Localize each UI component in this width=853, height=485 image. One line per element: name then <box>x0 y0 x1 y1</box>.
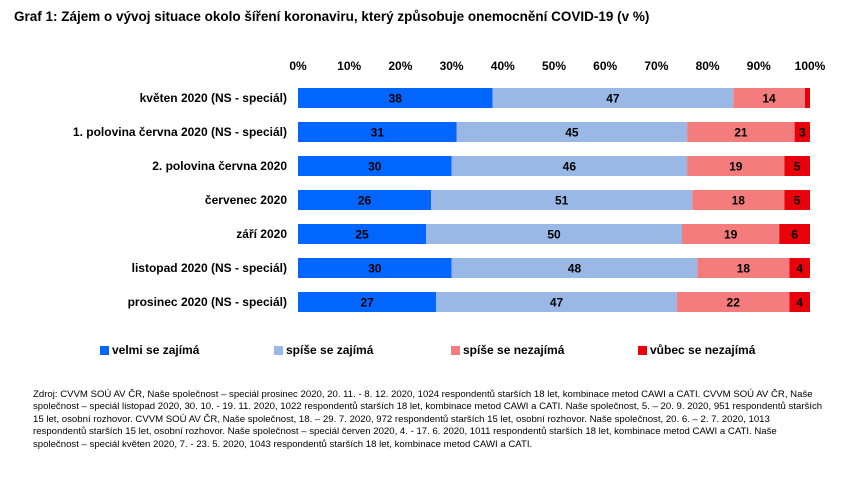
data-label: 21 <box>734 126 748 140</box>
legend-label: spíše se nezajímá <box>463 343 565 357</box>
data-label: 30 <box>368 160 382 174</box>
bar-segment <box>426 224 682 244</box>
category-label: listopad 2020 (NS - speciál) <box>132 261 287 275</box>
legend-swatch <box>451 345 460 355</box>
legend-label: vůbec se nezajímá <box>650 343 756 357</box>
x-tick-label: 20% <box>388 59 412 73</box>
category-labels: květen 2020 (NS - speciál) 1. polovina če… <box>73 91 287 309</box>
x-tick-label: 80% <box>696 59 720 73</box>
bar-segment <box>298 292 437 312</box>
bar-segment <box>784 156 810 176</box>
bar-segment <box>804 88 810 108</box>
bar-segment <box>682 224 780 244</box>
data-label: 31 <box>371 126 385 140</box>
x-axis: 0% 10% 20% 30% 40% 50% 60% 70% 80% 90% 100% <box>289 59 825 73</box>
bar-segment <box>789 292 810 312</box>
bar-segment <box>789 258 810 278</box>
bar-segment <box>779 224 810 244</box>
bar-segment <box>451 258 698 278</box>
legend-label: velmi se zajímá <box>112 343 200 357</box>
bar-segment <box>692 190 785 210</box>
legend-item: spíše se nezajímá <box>451 343 564 357</box>
data-label: 19 <box>729 160 743 174</box>
stacked-bar-chart: 0% 10% 20% 30% 40% 50% 60% 70% 80% 90% 100% 38 47 14… <box>73 59 826 312</box>
bar-segment <box>298 156 452 176</box>
bar-segment <box>436 292 677 312</box>
data-label: 30 <box>368 262 382 276</box>
bar-segment <box>676 292 790 312</box>
data-label: 5 <box>794 160 801 174</box>
category-label: červenec 2020 <box>205 193 287 207</box>
bar-segment <box>298 258 452 278</box>
bars: 38 47 14 31 45 21 3 30 46 19 5 26 51 18 5 25 50 19 6 30 48 18… <box>298 88 810 312</box>
x-tick-label: 60% <box>593 59 617 73</box>
bar-segment <box>298 190 432 210</box>
bar-segment <box>733 88 805 108</box>
data-label: 18 <box>732 194 746 208</box>
bar-segment <box>431 190 693 210</box>
category-label: září 2020 <box>236 227 287 241</box>
data-label: 14 <box>762 92 776 106</box>
chart-title: Graf 1: Zájem o vývoj situace okolo šíře… <box>14 9 650 24</box>
category-label: 2. polovina června 2020 <box>152 159 287 173</box>
legend-swatch <box>274 345 283 355</box>
bar-segment <box>687 156 785 176</box>
bar-segment <box>687 122 795 142</box>
x-tick-label: 70% <box>644 59 668 73</box>
legend-swatch <box>100 345 109 355</box>
x-tick-label: 40% <box>491 59 515 73</box>
x-tick-label: 100% <box>795 59 826 73</box>
data-label: 48 <box>568 262 582 276</box>
data-label: 27 <box>360 296 374 310</box>
data-label: 6 <box>791 228 798 242</box>
bar-segment <box>451 156 688 176</box>
bar-segment <box>794 122 810 142</box>
bar-segment <box>784 190 810 210</box>
bar-segment <box>298 224 426 244</box>
data-label: 38 <box>389 92 403 106</box>
category-label: prosinec 2020 (NS - speciál) <box>128 295 287 309</box>
data-label: 4 <box>796 262 803 276</box>
category-label: 1. polovina června 2020 (NS - speciál) <box>73 125 287 139</box>
legend-item: vůbec se nezajímá <box>638 343 755 357</box>
source-note: Zdroj: CVVM SOÚ AV ČR, Naše společnost –… <box>33 389 823 450</box>
data-label: 4 <box>796 296 803 310</box>
x-tick-label: 0% <box>289 59 307 73</box>
category-label: květen 2020 (NS - speciál) <box>140 91 287 105</box>
data-label: 19 <box>724 228 738 242</box>
data-label: 3 <box>799 126 806 140</box>
data-label: 45 <box>565 126 579 140</box>
data-label: 50 <box>547 228 561 242</box>
data-label: 18 <box>737 262 751 276</box>
legend-label: spíše se zajímá <box>286 343 374 357</box>
bar-segment <box>697 258 790 278</box>
bar-segment <box>298 88 493 108</box>
bar-segment <box>492 88 734 108</box>
legend-item: spíše se zajímá <box>274 343 373 357</box>
x-tick-label: 30% <box>440 59 464 73</box>
data-label: 47 <box>550 296 564 310</box>
x-tick-label: 50% <box>542 59 566 73</box>
data-label: 46 <box>563 160 577 174</box>
bar-segment <box>298 122 457 142</box>
data-label: 26 <box>358 194 372 208</box>
legend-item: velmi se zajímá <box>100 343 199 357</box>
data-label: 22 <box>727 296 741 310</box>
data-label: 5 <box>794 194 801 208</box>
legend: velmi se zajímá spíše se zajímá spíše se n… <box>100 343 820 361</box>
bar-segment <box>456 122 688 142</box>
data-label: 25 <box>355 228 369 242</box>
x-tick-label: 10% <box>337 59 361 73</box>
data-label: 47 <box>606 92 620 106</box>
x-tick-label: 90% <box>747 59 771 73</box>
data-label: 51 <box>555 194 569 208</box>
legend-swatch <box>638 345 647 355</box>
